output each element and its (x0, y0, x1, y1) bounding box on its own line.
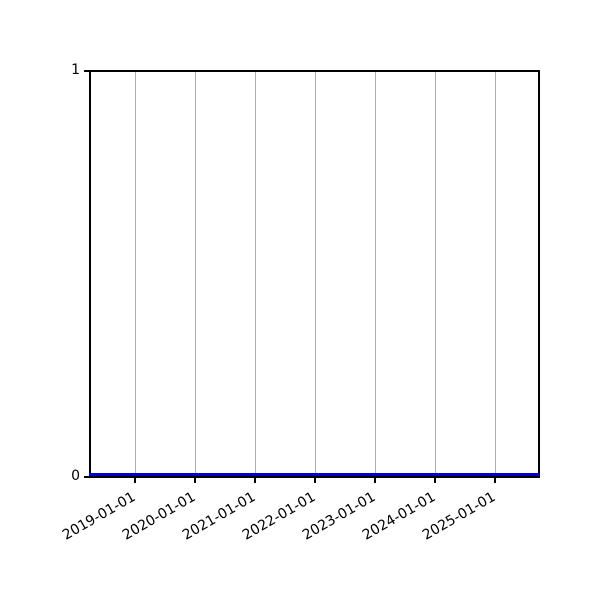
y-tick-mark (84, 70, 89, 72)
x-tick-mark (134, 478, 136, 483)
x-gridline (255, 72, 256, 476)
x-gridline (315, 72, 316, 476)
x-gridline (435, 72, 436, 476)
plot-area (89, 70, 540, 478)
x-tick-mark (314, 478, 316, 483)
x-tick-mark (434, 478, 436, 483)
x-tick-mark (254, 478, 256, 483)
y-tick-mark (84, 476, 89, 478)
x-gridline (135, 72, 136, 476)
x-tick-mark (494, 478, 496, 483)
y-tick-label: 1 (71, 62, 80, 78)
x-gridline (195, 72, 196, 476)
x-tick-mark (374, 478, 376, 483)
x-gridline (375, 72, 376, 476)
series-flat-line (89, 473, 540, 476)
x-gridline (495, 72, 496, 476)
y-tick-label: 0 (71, 468, 80, 484)
x-tick-mark (194, 478, 196, 483)
